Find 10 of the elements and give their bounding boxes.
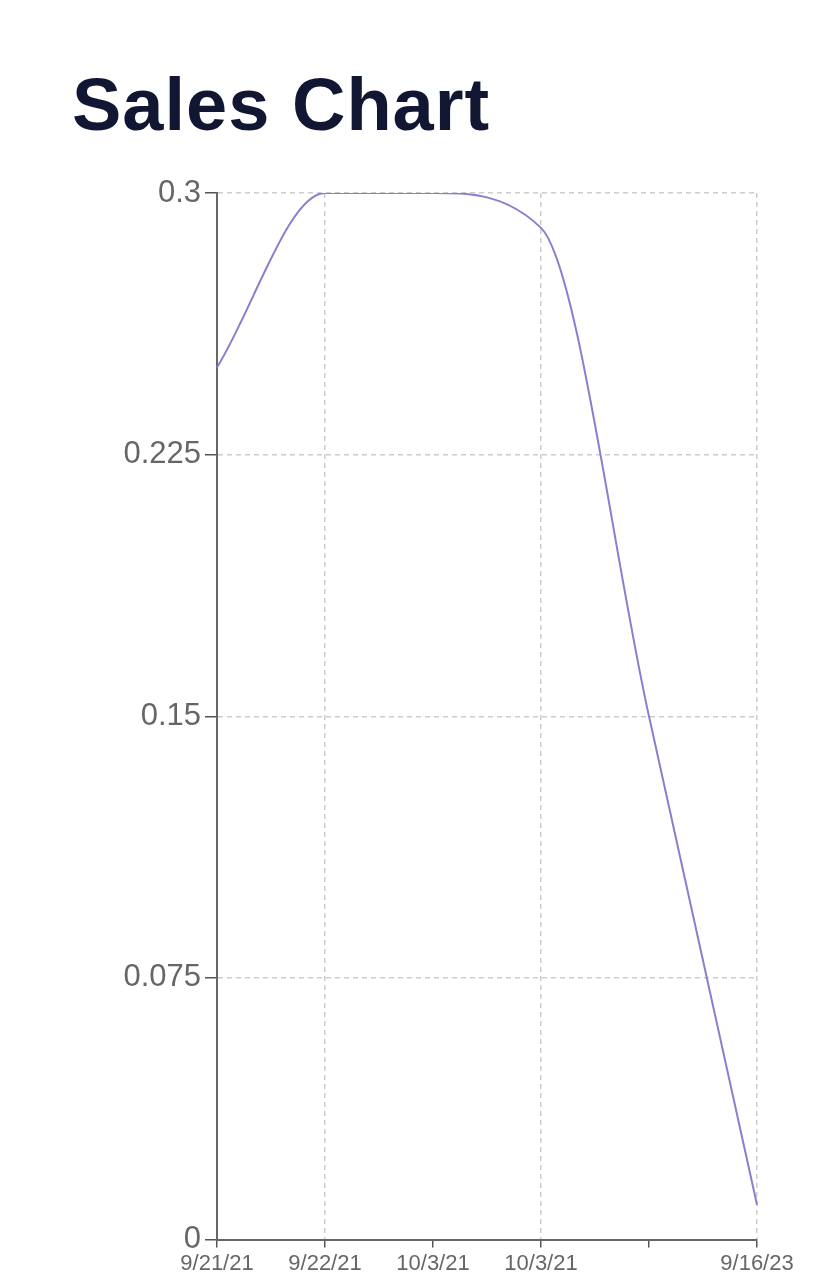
x-tick-label: 10/3/21: [504, 1249, 578, 1275]
x-tick-label: 9/22/21: [288, 1249, 362, 1275]
x-tick-label: 10/3/21: [396, 1249, 470, 1275]
x-tick-label: 9/21/21: [180, 1249, 254, 1275]
y-tick-label: 0.225: [123, 435, 201, 471]
y-tick-label: 0.075: [123, 958, 201, 994]
y-tick-label: 0.3: [157, 173, 201, 209]
x-tick-label: 9/16/23: [720, 1249, 794, 1275]
chart-title: Sales Chart: [72, 62, 491, 147]
y-tick-label: 0.15: [140, 696, 201, 732]
